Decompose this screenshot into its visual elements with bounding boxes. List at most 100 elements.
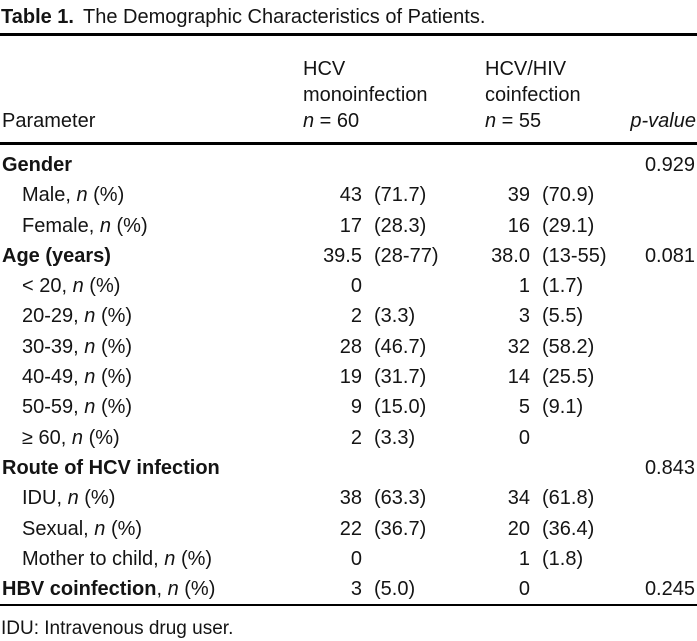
cell-pvalue <box>625 514 697 544</box>
hcv-hiv-percent: (70.9) <box>542 184 595 207</box>
header-hcv-mono-n-count: = 60 <box>314 110 360 132</box>
row-label-suffix: (%) <box>110 214 148 237</box>
cell-hcv-hiv: 34 (61.8) <box>460 483 625 513</box>
row-label-n: n <box>167 578 179 601</box>
cell-hcv-mono: 0 <box>295 544 460 574</box>
table-row: Route of HCV infection 0.843 <box>0 453 697 483</box>
cell-hcv-mono: 38 (63.3) <box>295 483 460 513</box>
table-row: Mother to child, n (%) 0 1 (1.8) <box>0 544 697 574</box>
row-label: Mother to child, n (%) <box>0 544 295 574</box>
hcv-mono-count: 9 <box>350 396 362 419</box>
cell-pvalue <box>625 483 697 513</box>
header-hcv-mono: HCV monoinfection n = 60 <box>295 56 460 134</box>
row-label-bold: Route of HCV infection <box>2 456 220 479</box>
hcv-mono-count: 43 <box>339 184 362 207</box>
table-row: Sexual, n (%) 22 (36.7) 20 (36.4) <box>0 514 697 544</box>
table-title-label: Table 1. <box>1 6 74 28</box>
cell-pvalue <box>625 362 697 392</box>
hcv-mono-count: 19 <box>339 366 362 389</box>
cell-pvalue <box>625 423 697 453</box>
hcv-mono-percent: (36.7) <box>374 517 427 540</box>
cell-hcv-hiv: 1 (1.7) <box>460 271 625 301</box>
cell-hcv-hiv: 0 <box>460 423 625 453</box>
cell-pvalue <box>625 301 697 331</box>
row-label-suffix: (%) <box>83 275 121 298</box>
hcv-mono-count: 0 <box>350 275 362 298</box>
cell-hcv-hiv <box>460 150 625 180</box>
hcv-mono-percent: (71.7) <box>374 184 427 207</box>
hcv-mono-count <box>295 453 362 483</box>
row-label-text: 30-39, <box>22 335 85 358</box>
hcv-hiv-percent: (36.4) <box>542 517 595 540</box>
table-header: Parameter HCV monoinfection n = 60 HCV/H… <box>0 36 697 142</box>
hcv-hiv-count: 1 <box>518 275 530 298</box>
cell-pvalue <box>625 180 697 210</box>
cell-hcv-hiv: 5 (9.1) <box>460 392 625 422</box>
hcv-hiv-percent: (61.8) <box>542 487 595 510</box>
header-hcv-mono-n: n <box>303 110 315 132</box>
cell-hcv-hiv: 39 (70.9) <box>460 180 625 210</box>
row-label-n: n <box>84 396 96 419</box>
hcv-hiv-count: 20 <box>507 517 530 540</box>
row-label: Gender <box>0 150 295 180</box>
header-hcv-mono-line2: monoinfection <box>303 84 428 106</box>
row-label: Route of HCV infection <box>0 453 295 483</box>
row-label-n: n <box>84 335 96 358</box>
cell-hcv-mono <box>295 453 460 483</box>
cell-pvalue: 0.081 <box>644 244 695 267</box>
hcv-hiv-percent: (25.5) <box>542 366 595 389</box>
hcv-hiv-count: 38.0 <box>491 244 530 267</box>
table-title-text: The Demographic Characteristics of Patie… <box>83 6 486 28</box>
table-row: Gender 0.929 <box>0 150 697 180</box>
cell-hcv-mono: 19 (31.7) <box>295 362 460 392</box>
table-row: IDU, n (%) 38 (63.3) 34 (61.8) <box>0 483 697 513</box>
row-label-suffix: (%) <box>105 517 143 540</box>
hcv-mono-count: 2 <box>350 305 362 328</box>
hcv-mono-count: 22 <box>339 517 362 540</box>
cell-pvalue <box>625 271 697 301</box>
hcv-mono-count: 28 <box>339 335 362 358</box>
table-title: Table 1. The Demographic Characteristics … <box>1 4 697 30</box>
hcv-mono-count: 39.5 <box>323 244 362 267</box>
cell-pvalue <box>625 332 697 362</box>
cell-hcv-hiv: 3 (5.5) <box>460 301 625 331</box>
row-label: 20-29, n (%) <box>0 301 295 331</box>
cell-hcv-mono: 43 (71.7) <box>295 180 460 210</box>
hcv-mono-count <box>295 150 362 180</box>
row-label-text: 20-29, <box>22 305 85 328</box>
hcv-mono-percent: (3.3) <box>374 426 416 449</box>
cell-hcv-hiv: 14 (25.5) <box>460 362 625 392</box>
row-label-suffix: (%) <box>78 487 116 510</box>
cell-hcv-mono: 22 (36.7) <box>295 514 460 544</box>
row-label-n: n <box>76 184 88 207</box>
hcv-hiv-count: 5 <box>518 396 530 419</box>
row-label: ≥ 60, n (%) <box>0 423 295 453</box>
table-row: Age (years) 39.5 (28-77) 38.0 (13-55) 0.08… <box>0 241 697 271</box>
header-hcv-hiv-line1: HCV/HIV <box>485 58 567 80</box>
table-row: HBV coinfection, n (%) 3 (5.0) 0 0.245 <box>0 574 697 604</box>
row-label-n: n <box>164 547 176 570</box>
row-label-n: n <box>71 426 84 449</box>
row-label: Female, n (%) <box>0 211 295 241</box>
cell-pvalue <box>625 544 697 574</box>
hcv-hiv-count: 3 <box>518 305 530 328</box>
hcv-mono-percent: (28-77) <box>374 244 439 267</box>
row-label-text: Male, <box>22 184 77 207</box>
row-label-n: n <box>94 517 106 540</box>
row-label-n: n <box>84 305 96 328</box>
row-label-suffix: (%) <box>87 184 125 207</box>
hcv-hiv-count: 34 <box>507 487 530 510</box>
row-label-n: n <box>72 275 84 298</box>
cell-hcv-hiv: 20 (36.4) <box>460 514 625 544</box>
cell-pvalue: 0.843 <box>644 456 695 479</box>
header-hcv-hiv-line2: coinfection <box>485 84 581 106</box>
hcv-hiv-percent: (29.1) <box>542 214 595 237</box>
cell-pvalue <box>625 392 697 422</box>
bottom-rule <box>0 604 697 607</box>
row-label-n: n <box>99 214 111 237</box>
header-hcv-mono-line1: HCV <box>303 58 346 80</box>
hcv-mono-percent: (63.3) <box>374 487 427 510</box>
header-parameter: Parameter <box>2 110 96 132</box>
row-label-text: 50-59, <box>22 396 85 419</box>
table-row: 20-29, n (%) 2 (3.3) 3 (5.5) <box>0 301 697 331</box>
